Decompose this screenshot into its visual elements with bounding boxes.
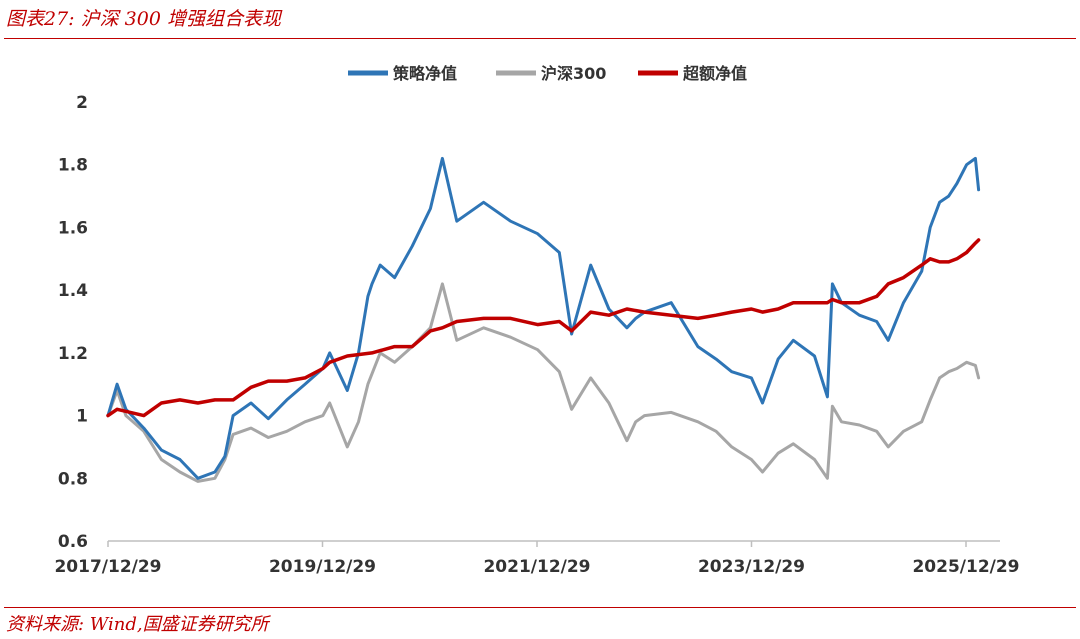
y-tick-label: 2: [76, 93, 88, 113]
y-tick-label: 1.4: [58, 281, 88, 301]
chart-legend: 策略净值 沪深300 超额净值: [348, 64, 747, 83]
x-tick-label: 2023/12/29: [698, 557, 805, 577]
x-tick-label: 2019/12/29: [269, 557, 376, 577]
y-tick-label: 1: [76, 407, 88, 427]
series-line: [106, 156, 981, 480]
y-tick-label: 1.2: [58, 344, 88, 364]
series-line: [106, 282, 981, 483]
x-axis: 2017/12/29 2019/12/29 2021/12/29 2023/12/29…: [54, 540, 1020, 577]
y-tick-label: 1.6: [58, 218, 88, 238]
legend-label: 沪深300: [541, 64, 606, 83]
x-tick-label: 2017/12/29: [54, 557, 161, 577]
source-note: 资料来源: Wind,国盛证券研究所: [6, 614, 269, 635]
y-tick-label: 0.8: [58, 469, 88, 489]
y-axis-ticks: 0.6 0.8 1 1.2 1.4 1.6 1.8 2: [58, 93, 88, 552]
figure-title: 图表27: 沪深 300 增强组合表现: [6, 8, 281, 30]
top-divider: [4, 38, 1076, 39]
bottom-divider: [4, 607, 1076, 608]
series-line: [106, 238, 981, 418]
legend-label: 超额净值: [682, 64, 747, 83]
line-chart: 策略净值 沪深300 超额净值 0.6 0.8 1 1.2 1.4 1.6 1.8 2 2017/…: [54, 64, 1020, 577]
y-tick-label: 1.8: [58, 156, 88, 176]
y-tick-label: 0.6: [58, 532, 88, 552]
x-tick-label: 2021/12/29: [483, 557, 590, 577]
x-tick-label: 2025/12/29: [912, 557, 1019, 577]
legend-label: 策略净值: [392, 64, 457, 83]
plot-area: [106, 156, 981, 483]
